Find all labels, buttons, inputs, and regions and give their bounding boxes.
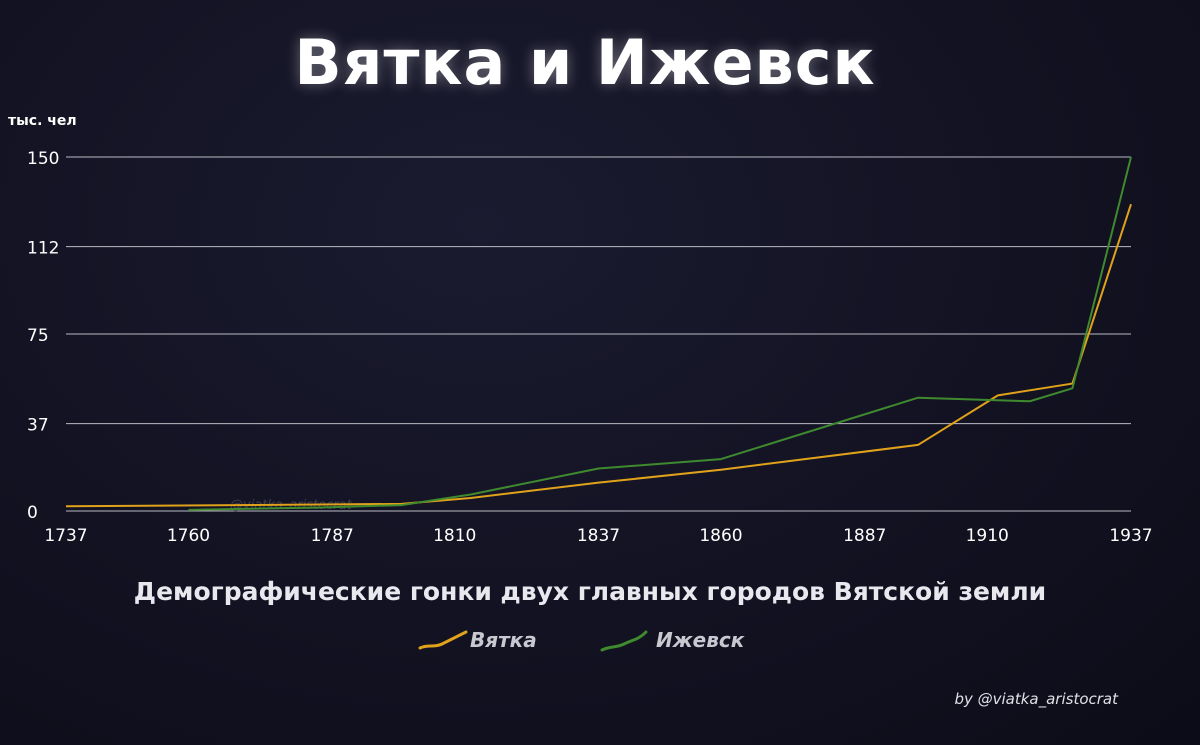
y-tick-label: 75 [27, 326, 49, 346]
y-axis-unit: тыс. чел [8, 113, 77, 129]
x-tick-label: 1860 [699, 526, 742, 546]
x-tick-label: 1810 [433, 526, 476, 546]
chart-title: Вятка и Ижевск [294, 26, 876, 99]
x-tick-labels: 1737 1760 1787 1810 1837 1860 1887 1910 1937 [44, 526, 1152, 546]
y-tick-label: 150 [27, 149, 59, 169]
x-tick-label: 1837 [577, 526, 620, 546]
x-tick-label: 1787 [311, 526, 354, 546]
author-credit: by @viatka_aristocrat [954, 690, 1118, 708]
legend-label-vyatka: Вятка [470, 628, 537, 652]
x-tick-label: 1760 [167, 526, 210, 546]
y-tick-label: 112 [27, 239, 59, 259]
legend-line-izhevsk-icon [600, 630, 648, 652]
x-tick-label: 1887 [843, 526, 886, 546]
legend-line-vyatka-icon [418, 630, 468, 650]
y-tick-label: 37 [27, 416, 49, 436]
legend-label-izhevsk: Ижевск [656, 628, 745, 652]
series-lines [65, 156, 1132, 511]
y-tick-labels: 0 37 75 112 150 [27, 149, 59, 523]
gridlines [66, 156, 1131, 512]
legend-item-vyatka: Вятка [418, 628, 558, 658]
y-tick-label: 0 [27, 503, 38, 523]
chart-subtitle: Демографические гонки двух главных город… [133, 577, 1047, 606]
x-tick-label: 1910 [966, 526, 1009, 546]
legend-swatch-vyatka [418, 630, 468, 650]
legend-swatch-izhevsk [600, 630, 648, 652]
series-line-vyatka [65, 203, 1132, 508]
x-tick-label: 1937 [1109, 526, 1152, 546]
series-line-izhevsk [188, 156, 1132, 511]
legend-item-izhevsk: Ижевск [600, 628, 760, 658]
x-tick-label: 1737 [44, 526, 87, 546]
